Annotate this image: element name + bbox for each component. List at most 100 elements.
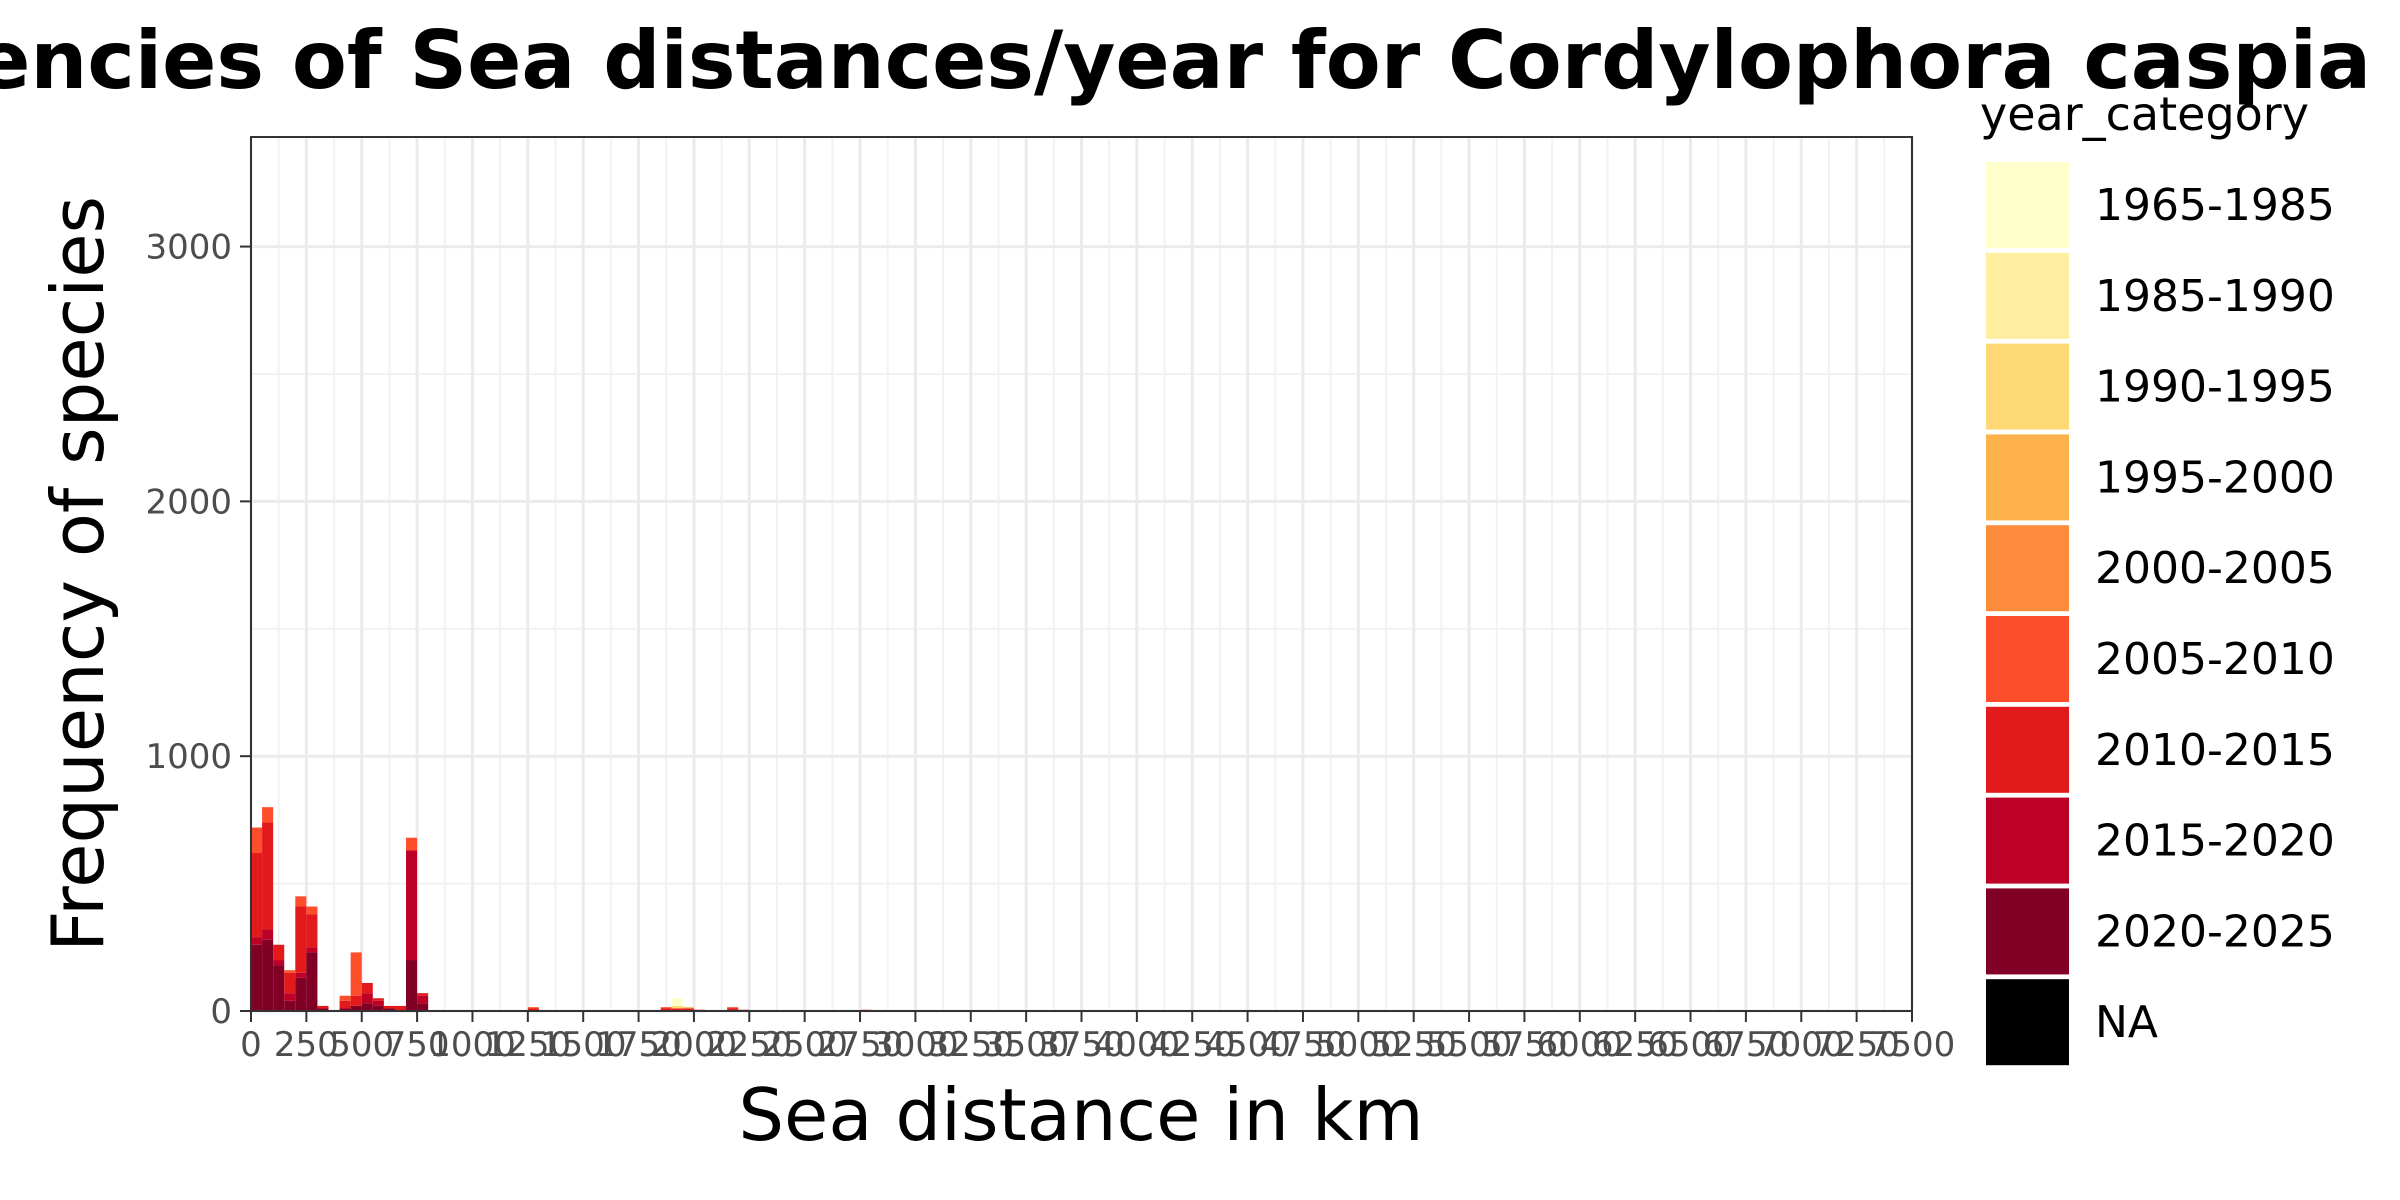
x-tick-label: 2750	[817, 1025, 904, 1065]
histogram-bar-segment	[284, 972, 296, 994]
histogram-bars	[251, 807, 872, 1011]
histogram-bar-segment	[660, 1007, 672, 1009]
x-tick-label: 7000	[1758, 1025, 1845, 1065]
histogram-bar-segment	[262, 929, 274, 940]
histogram-bar-segment	[527, 1008, 539, 1011]
histogram-bar-segment	[306, 914, 318, 948]
histogram-bar-segment	[339, 995, 351, 1001]
x-tick-label: 250	[274, 1025, 339, 1065]
histogram-bar-segment	[671, 998, 683, 1006]
histogram-bar-segment	[306, 952, 318, 1011]
x-tick-label: 5250	[1370, 1025, 1457, 1065]
histogram-bar-segment	[295, 906, 307, 973]
histogram-bar-segment	[394, 1005, 407, 1011]
legend-label: NA	[2095, 997, 2158, 1048]
x-tick-label: 3250	[928, 1025, 1015, 1065]
x-tick-label: 3500	[983, 1025, 1070, 1065]
x-axis-ticks: 0 250500750100012501500175020002250250027…	[240, 1011, 1955, 1065]
x-tick-label: 3000	[872, 1025, 959, 1065]
legend-label: 2005-2010	[2095, 634, 2335, 685]
y-axis-title: Frequency of species	[36, 196, 120, 952]
legend: year_category 1965-1985 1985-1990 1990-199…	[1980, 87, 2335, 1066]
histogram-bar-segment	[372, 1000, 384, 1006]
legend-key	[1986, 252, 2069, 339]
legend-key	[1986, 797, 2069, 884]
x-tick-label: 1500	[540, 1025, 627, 1065]
histogram-bar-segment	[251, 944, 263, 1011]
histogram-bar-segment	[350, 952, 362, 996]
x-tick-label: 0	[240, 1025, 262, 1065]
x-tick-label: 6500	[1647, 1025, 1734, 1065]
legend-item: NA	[1986, 979, 2158, 1066]
histogram-bar-segment	[417, 1003, 429, 1011]
histogram-bar-segment	[262, 939, 274, 1011]
x-tick-label: 2000	[651, 1025, 738, 1065]
legend-item: 2020-2025	[1986, 888, 2335, 975]
histogram-bar-segment	[671, 1005, 683, 1009]
x-tick-label: 4000	[1094, 1025, 1181, 1065]
histogram-bar-segment	[417, 995, 429, 1004]
x-tick-label: 7250	[1813, 1025, 1900, 1065]
histogram-bar-segment	[306, 906, 318, 915]
histogram-bar-segment	[273, 965, 285, 1011]
x-tick-label: 5500	[1426, 1025, 1513, 1065]
histogram-bar-segment	[383, 1008, 395, 1011]
y-axis-ticks: 0 1000 2000 3000	[145, 228, 251, 1032]
x-tick-label: 4500	[1204, 1025, 1291, 1065]
x-tick-label: 4250	[1149, 1025, 1236, 1065]
histogram-bar-segment	[262, 807, 274, 823]
legend-item: 2000-2005	[1986, 525, 2335, 612]
legend-title: year_category	[1980, 87, 2309, 141]
legend-item: 1990-1995	[1986, 343, 2335, 430]
histogram-bar-segment	[383, 1005, 395, 1009]
legend-key	[1986, 616, 2069, 702]
histogram-bar-segment	[372, 998, 384, 1001]
histogram-bar-segment	[262, 822, 274, 930]
histogram-bar-segment	[284, 993, 296, 1001]
histogram-bar-segment	[284, 970, 296, 973]
legend-key	[1986, 979, 2069, 1066]
chart-title: Frequencies of Sea distances/year for Co…	[0, 14, 2400, 107]
x-tick-label: 750	[385, 1025, 450, 1065]
histogram-bar-segment	[317, 1008, 329, 1011]
histogram-bar-segment	[527, 1007, 539, 1009]
legend-key	[1986, 525, 2069, 612]
histogram-bar-segment	[251, 853, 263, 938]
histogram-bar-segment	[372, 1005, 384, 1011]
histogram-bar-segment	[727, 1007, 739, 1009]
legend-label: 1985-1990	[2095, 271, 2335, 322]
legend-label: 2020-2025	[2095, 906, 2335, 957]
histogram-bar-segment	[660, 1008, 672, 1011]
legend-label: 2015-2020	[2095, 816, 2335, 867]
legend-item: 1995-2000	[1986, 434, 2335, 521]
histogram-bar-segment	[350, 995, 362, 1006]
x-axis-title: Sea distance in km	[738, 1073, 1423, 1157]
legend-item: 2015-2020	[1986, 797, 2335, 884]
histogram-bar-segment	[682, 1007, 694, 1009]
x-tick-label: 6000	[1537, 1025, 1624, 1065]
histogram-bar-segment	[273, 944, 285, 961]
histogram-bar-segment	[406, 837, 418, 851]
x-tick-label: 6250	[1592, 1025, 1679, 1065]
legend-item: 2010-2015	[1986, 706, 2335, 793]
x-tick-label: 6750	[1703, 1025, 1790, 1065]
histogram-bar-segment	[295, 972, 307, 978]
x-tick-label: 7500	[1869, 1025, 1956, 1065]
histogram-bar-segment	[295, 977, 307, 1011]
legend-label: 2010-2015	[2095, 725, 2335, 776]
y-tick-label: 3000	[145, 228, 232, 268]
x-tick-label: 1250	[485, 1025, 572, 1065]
x-tick-label: 5000	[1315, 1025, 1402, 1065]
legend-label: 1965-1985	[2095, 180, 2335, 231]
legend-items: 1965-1985 1985-1990 1990-1995 1995-2000 2000…	[1986, 162, 2335, 1066]
legend-key	[1986, 343, 2069, 430]
histogram-bar-segment	[350, 1005, 362, 1011]
legend-label: 2000-2005	[2095, 543, 2335, 594]
y-tick-label: 2000	[145, 482, 232, 522]
histogram-bar-segment	[682, 1008, 694, 1011]
histogram-bar-segment	[339, 1008, 351, 1011]
legend-item: 1985-1990	[1986, 252, 2335, 339]
legend-key	[1986, 162, 2069, 248]
x-tick-label: 500	[329, 1025, 394, 1065]
